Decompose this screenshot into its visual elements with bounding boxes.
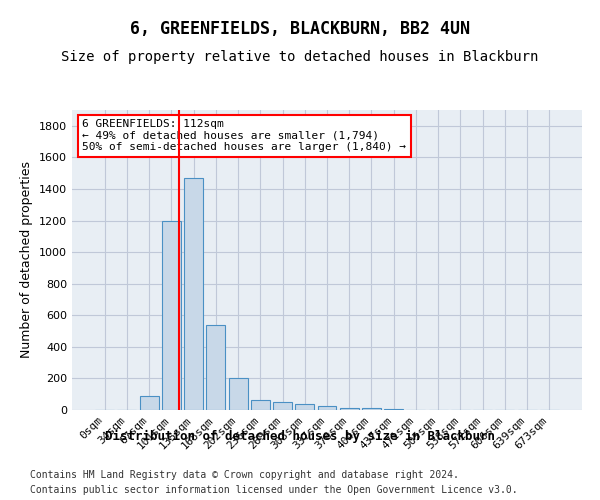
Bar bbox=[273, 402, 292, 410]
Bar bbox=[317, 406, 337, 410]
Text: Distribution of detached houses by size in Blackburn: Distribution of detached houses by size … bbox=[105, 430, 495, 443]
Text: 6, GREENFIELDS, BLACKBURN, BB2 4UN: 6, GREENFIELDS, BLACKBURN, BB2 4UN bbox=[130, 20, 470, 38]
Y-axis label: Number of detached properties: Number of detached properties bbox=[20, 162, 34, 358]
Text: Contains public sector information licensed under the Open Government Licence v3: Contains public sector information licen… bbox=[30, 485, 518, 495]
Bar bbox=[384, 409, 403, 410]
Bar bbox=[206, 324, 225, 410]
Bar bbox=[229, 378, 248, 410]
Bar bbox=[362, 408, 381, 410]
Bar bbox=[295, 404, 314, 410]
Text: Size of property relative to detached houses in Blackburn: Size of property relative to detached ho… bbox=[61, 50, 539, 64]
Bar bbox=[140, 396, 158, 410]
Bar bbox=[251, 400, 270, 410]
Bar bbox=[340, 408, 359, 410]
Text: Contains HM Land Registry data © Crown copyright and database right 2024.: Contains HM Land Registry data © Crown c… bbox=[30, 470, 459, 480]
Text: 6 GREENFIELDS: 112sqm
← 49% of detached houses are smaller (1,794)
50% of semi-d: 6 GREENFIELDS: 112sqm ← 49% of detached … bbox=[82, 119, 406, 152]
Bar bbox=[162, 220, 181, 410]
Bar bbox=[184, 178, 203, 410]
